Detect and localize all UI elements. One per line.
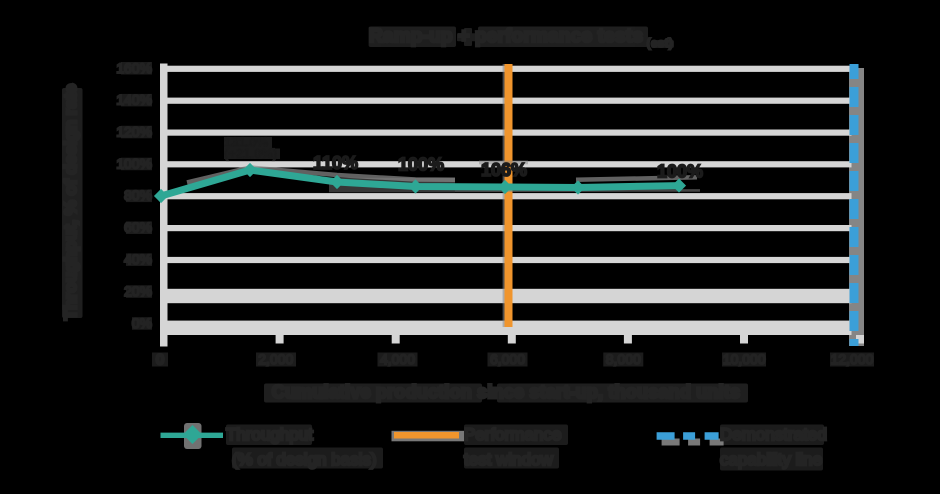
svg-text:100%: 100% <box>116 155 152 171</box>
svg-text:20%: 20% <box>124 283 152 299</box>
svg-text:(+21.0%): (+21.0%) <box>224 146 277 161</box>
svg-text:Throughput: Throughput <box>226 425 313 444</box>
svg-text:0: 0 <box>156 351 164 367</box>
svg-text:40%: 40% <box>124 251 152 267</box>
svg-text:10,000: 10,000 <box>723 351 766 367</box>
svg-text:Throughput, % of design rate: Throughput, % of design rate <box>61 84 80 320</box>
svg-text:110%: 110% <box>313 153 358 173</box>
svg-text:106%: 106% <box>481 160 527 180</box>
svg-text:100%: 100% <box>657 162 703 182</box>
svg-text:131.0%: 131.0% <box>224 135 269 150</box>
svg-text:0%: 0% <box>132 315 152 331</box>
svg-text:4,000: 4,000 <box>380 351 415 367</box>
svg-text:Demonstrated: Demonstrated <box>720 425 827 444</box>
svg-text:8,000: 8,000 <box>606 351 641 367</box>
svg-text:Cumulative production since st: Cumulative production since start-up, th… <box>272 382 740 402</box>
svg-text:2,000: 2,000 <box>258 351 293 367</box>
svg-text:(% of design basis): (% of design basis) <box>232 450 377 469</box>
svg-text:120%: 120% <box>116 124 152 140</box>
svg-text:140%: 140% <box>116 92 152 108</box>
svg-text:160%: 160% <box>116 60 152 76</box>
svg-text:6,000: 6,000 <box>490 351 525 367</box>
svg-text:12,000: 12,000 <box>831 351 874 367</box>
svg-text:60%: 60% <box>124 219 152 235</box>
svg-text:Ramp-up + performance tests (e: Ramp-up + performance tests (est) <box>369 26 673 50</box>
svg-text:Performance: Performance <box>464 425 561 444</box>
svg-text:80%: 80% <box>124 187 152 203</box>
svg-text:100%: 100% <box>398 155 444 175</box>
svg-text:test window: test window <box>464 450 554 469</box>
svg-text:capability line: capability line <box>720 450 822 469</box>
